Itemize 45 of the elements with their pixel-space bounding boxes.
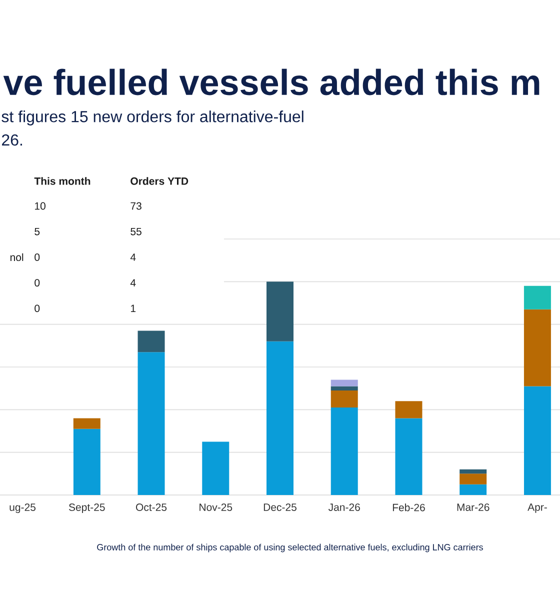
chart-title: ve fuelled vessels added this m <box>3 68 540 96</box>
x-tick-label: Apr- <box>528 504 547 513</box>
bar <box>138 352 165 495</box>
x-tick-label: Feb-26 <box>392 504 425 512</box>
bar <box>330 380 358 386</box>
x-tick-label: Jan-26 <box>328 504 360 511</box>
data-label: 4 <box>130 279 136 286</box>
bar <box>266 282 294 342</box>
bar <box>266 341 294 495</box>
x-tick-label: Mar-26 <box>457 504 490 511</box>
bar <box>73 418 100 429</box>
x-tick-label: ug-25 <box>10 504 36 514</box>
x-tick-label: Nov-25 <box>200 504 232 511</box>
text: nol <box>10 253 24 262</box>
bar <box>460 469 487 474</box>
chart-subtitle: st figures 15 new orders for alternative-fuel <box>2 110 304 126</box>
bar <box>138 330 165 352</box>
bar <box>460 484 487 495</box>
x-tick-label: Dec-25 <box>264 504 296 511</box>
bar <box>524 286 551 310</box>
data-label: 73 <box>130 202 142 210</box>
bar <box>73 428 100 495</box>
data-label: 5 <box>34 228 40 236</box>
bar <box>524 309 551 386</box>
data-label: 0 <box>34 279 40 287</box>
data-label: 55 <box>130 228 142 236</box>
bar <box>330 390 358 408</box>
x-tick-label: Oct-25 <box>136 504 167 511</box>
data-label: 1 <box>131 304 136 312</box>
category-label: Orders YTD <box>130 177 188 185</box>
x-tick-label: Sept-25 <box>68 504 105 514</box>
bar <box>524 386 551 495</box>
bar <box>202 442 230 495</box>
bar <box>395 418 422 495</box>
data-label: 0 <box>34 253 40 261</box>
text: 26. <box>2 134 22 146</box>
data-label: 4 <box>130 254 136 261</box>
bar <box>395 401 422 418</box>
bar <box>330 408 358 495</box>
data-label: 10 <box>35 202 46 210</box>
data-label: 0 <box>34 304 40 312</box>
bar <box>330 386 358 390</box>
category-label: This month <box>34 177 90 185</box>
text: Growth of the number of ships capable of using selected alternative fuels, excluding LNG carriers <box>97 544 483 552</box>
bar <box>460 474 487 484</box>
